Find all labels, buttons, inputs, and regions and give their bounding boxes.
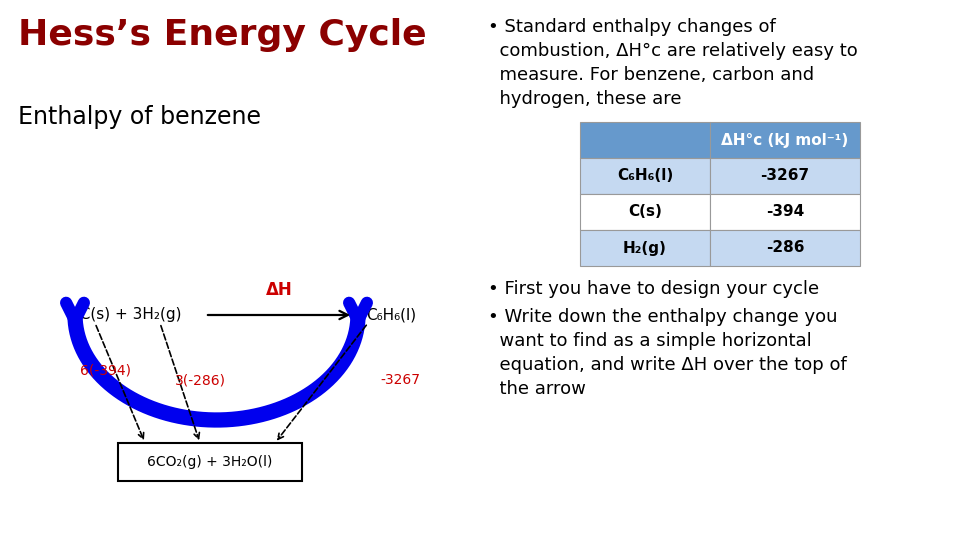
Text: the arrow: the arrow	[488, 380, 586, 398]
Text: -394: -394	[766, 205, 804, 219]
Text: measure. For benzene, carbon and: measure. For benzene, carbon and	[488, 66, 814, 84]
FancyBboxPatch shape	[580, 158, 710, 194]
Text: • Write down the enthalpy change you: • Write down the enthalpy change you	[488, 308, 837, 326]
Text: H₂(g): H₂(g)	[623, 240, 667, 255]
FancyBboxPatch shape	[710, 158, 860, 194]
Text: ΔH: ΔH	[266, 281, 293, 299]
Text: C₆H₆(l): C₆H₆(l)	[366, 307, 416, 322]
Text: 6CO₂(g) + 3H₂O(l): 6CO₂(g) + 3H₂O(l)	[147, 455, 273, 469]
Text: Enthalpy of benzene: Enthalpy of benzene	[18, 105, 261, 129]
Text: -3267: -3267	[760, 168, 809, 184]
Text: combustion, ΔH°c are relatively easy to: combustion, ΔH°c are relatively easy to	[488, 42, 857, 60]
Text: • First you have to design your cycle: • First you have to design your cycle	[488, 280, 819, 298]
Text: C(s): C(s)	[628, 205, 662, 219]
Text: 6(-394): 6(-394)	[80, 363, 131, 377]
FancyBboxPatch shape	[580, 122, 710, 158]
Text: Hess’s Energy Cycle: Hess’s Energy Cycle	[18, 18, 426, 52]
Text: -286: -286	[766, 240, 804, 255]
FancyBboxPatch shape	[118, 443, 302, 481]
Text: hydrogen, these are: hydrogen, these are	[488, 90, 682, 108]
Text: 3(-286): 3(-286)	[175, 373, 226, 387]
Text: -3267: -3267	[380, 373, 420, 387]
Text: ΔH°c (kJ mol⁻¹): ΔH°c (kJ mol⁻¹)	[721, 132, 849, 147]
FancyBboxPatch shape	[580, 230, 710, 266]
Text: equation, and write ΔH over the top of: equation, and write ΔH over the top of	[488, 356, 847, 374]
Text: C₆H₆(l): C₆H₆(l)	[617, 168, 673, 184]
FancyBboxPatch shape	[580, 194, 710, 230]
Text: want to find as a simple horizontal: want to find as a simple horizontal	[488, 332, 812, 350]
FancyBboxPatch shape	[710, 230, 860, 266]
Text: 6C(s) + 3H₂(g): 6C(s) + 3H₂(g)	[70, 307, 181, 322]
Text: • Standard enthalpy changes of: • Standard enthalpy changes of	[488, 18, 776, 36]
FancyBboxPatch shape	[710, 194, 860, 230]
FancyBboxPatch shape	[710, 122, 860, 158]
